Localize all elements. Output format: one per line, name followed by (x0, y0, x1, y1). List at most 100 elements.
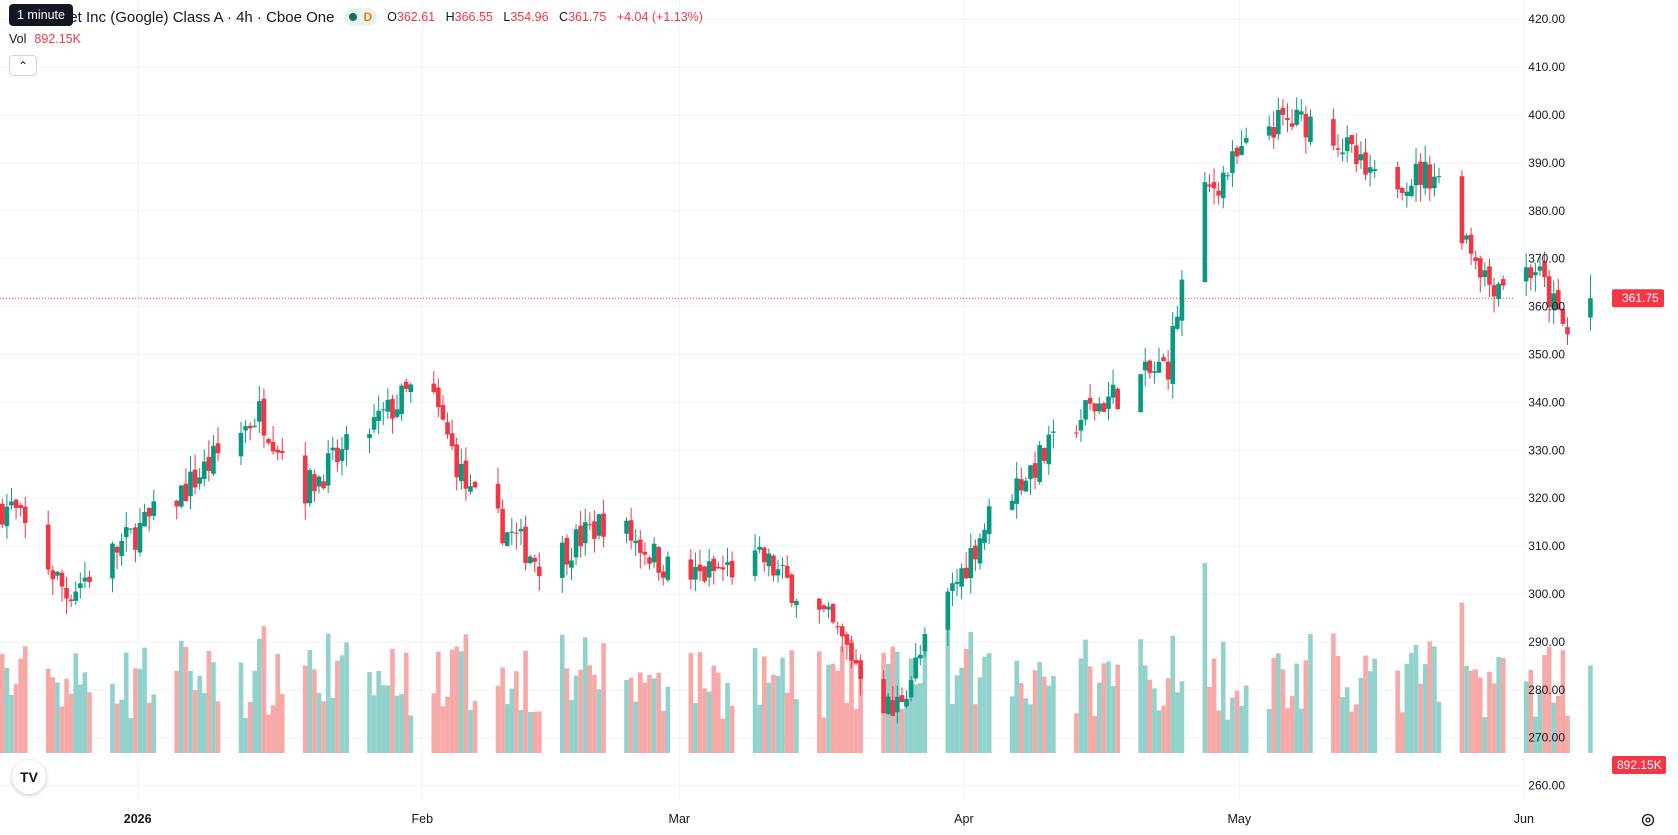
time-axis: 2026 Feb Mar Apr May Jun (124, 812, 1534, 826)
candle-body (344, 434, 349, 450)
market-status[interactable]: D (344, 8, 378, 26)
candle-body (211, 445, 216, 474)
price-tick-label: 320.00 (1528, 491, 1565, 505)
candle-body (1276, 109, 1281, 135)
candle-body (50, 570, 56, 580)
volume-bar (390, 648, 395, 753)
candle-body (197, 477, 202, 484)
volume-bar (344, 642, 349, 753)
last-price-text: 361.75 (1622, 291, 1659, 305)
candle-body (87, 576, 92, 583)
volume-bar (1207, 686, 1212, 753)
volume-bar (146, 702, 152, 753)
grid (0, 0, 1525, 800)
volume-bar (1556, 695, 1561, 753)
gear-icon[interactable] (1640, 812, 1656, 828)
candle-body (1372, 169, 1378, 172)
candle-body (826, 606, 831, 610)
candle-body (114, 546, 120, 553)
candle-body (908, 680, 914, 698)
symbol-legend: pet Inc (Google) Class A · 4h · Cboe One… (0, 6, 710, 28)
volume-bar (771, 674, 776, 753)
volume-bar (133, 668, 138, 753)
candle-body (1239, 145, 1244, 155)
volume-bar (1243, 685, 1249, 753)
volume-bar (1023, 698, 1029, 753)
volume-bar (963, 648, 969, 753)
candle-body (238, 432, 244, 457)
volume-bar (1289, 696, 1295, 753)
volume-bar (1349, 711, 1355, 753)
candle-body (1046, 434, 1052, 465)
volume-bar (858, 668, 863, 753)
volume-bar (275, 654, 280, 753)
candle-body (1211, 182, 1217, 189)
volume-bar (1211, 658, 1217, 753)
candle-body (137, 522, 143, 553)
close-value: 361.75 (568, 10, 607, 24)
candle-body (376, 410, 381, 421)
volume-bar (123, 652, 129, 753)
volume-bar (757, 704, 762, 753)
volume-bar (1028, 704, 1033, 753)
candle-body (504, 532, 510, 546)
candle-body (1101, 403, 1107, 412)
candle-body (472, 481, 478, 488)
volume-bar (789, 650, 795, 753)
volume-bar (647, 674, 652, 753)
candle-body (849, 642, 854, 661)
volume-bar (211, 662, 216, 753)
price-tick-label: 270.00 (1528, 731, 1565, 745)
candle-body (174, 500, 180, 507)
volume-bar (959, 667, 964, 753)
volume-bar (752, 648, 758, 753)
volume-bar (1331, 633, 1336, 753)
volume-bar (582, 637, 588, 753)
candle-body (1294, 109, 1299, 125)
candle-body (881, 679, 886, 714)
volume-bar (385, 685, 391, 753)
price-tick-label: 350.00 (1528, 347, 1565, 361)
volume-bar (1418, 683, 1423, 753)
collapse-legend-button[interactable]: ⌃ (9, 55, 37, 76)
volume-bar (1303, 660, 1309, 753)
candle-body (1234, 147, 1240, 157)
price-tick-label: 330.00 (1528, 443, 1565, 457)
candles (0, 97, 1593, 724)
candle-body (775, 569, 781, 576)
candle-body (1152, 371, 1157, 373)
volume-bar (64, 678, 69, 753)
candle-body (1556, 290, 1561, 310)
volume-bar (408, 715, 414, 753)
candle-body (954, 581, 960, 584)
volume-bar (1496, 656, 1501, 753)
candle-body (596, 514, 602, 536)
volume-bar (279, 693, 285, 753)
candle-body (4, 506, 10, 527)
volume-bar (624, 679, 629, 753)
symbol-title[interactable]: pet Inc (Google) Class A · 4h · Cboe One (61, 8, 335, 26)
price-tick-label: 280.00 (1528, 683, 1565, 697)
volume-bar (587, 665, 593, 753)
volume-bar (0, 653, 5, 753)
candle-body (1358, 154, 1364, 161)
volume-bar (1477, 677, 1483, 753)
volume-bar (1491, 683, 1497, 753)
price-tick-label: 410.00 (1528, 60, 1565, 74)
candle-body (1041, 447, 1047, 461)
candle-body (950, 583, 955, 591)
candle-body (853, 660, 859, 664)
volume-bar (9, 694, 14, 753)
volume-bar (137, 669, 143, 753)
candle-body (1560, 308, 1566, 324)
tradingview-logo[interactable]: TV (12, 760, 46, 794)
volume-bar (1588, 665, 1593, 753)
candle-body (201, 461, 207, 480)
candle-body (1092, 403, 1098, 412)
market-open-dot-icon (349, 13, 358, 21)
candle-body (945, 591, 951, 630)
volume-bar (128, 718, 134, 753)
volume-bar (197, 675, 202, 753)
candle-body (651, 543, 657, 563)
